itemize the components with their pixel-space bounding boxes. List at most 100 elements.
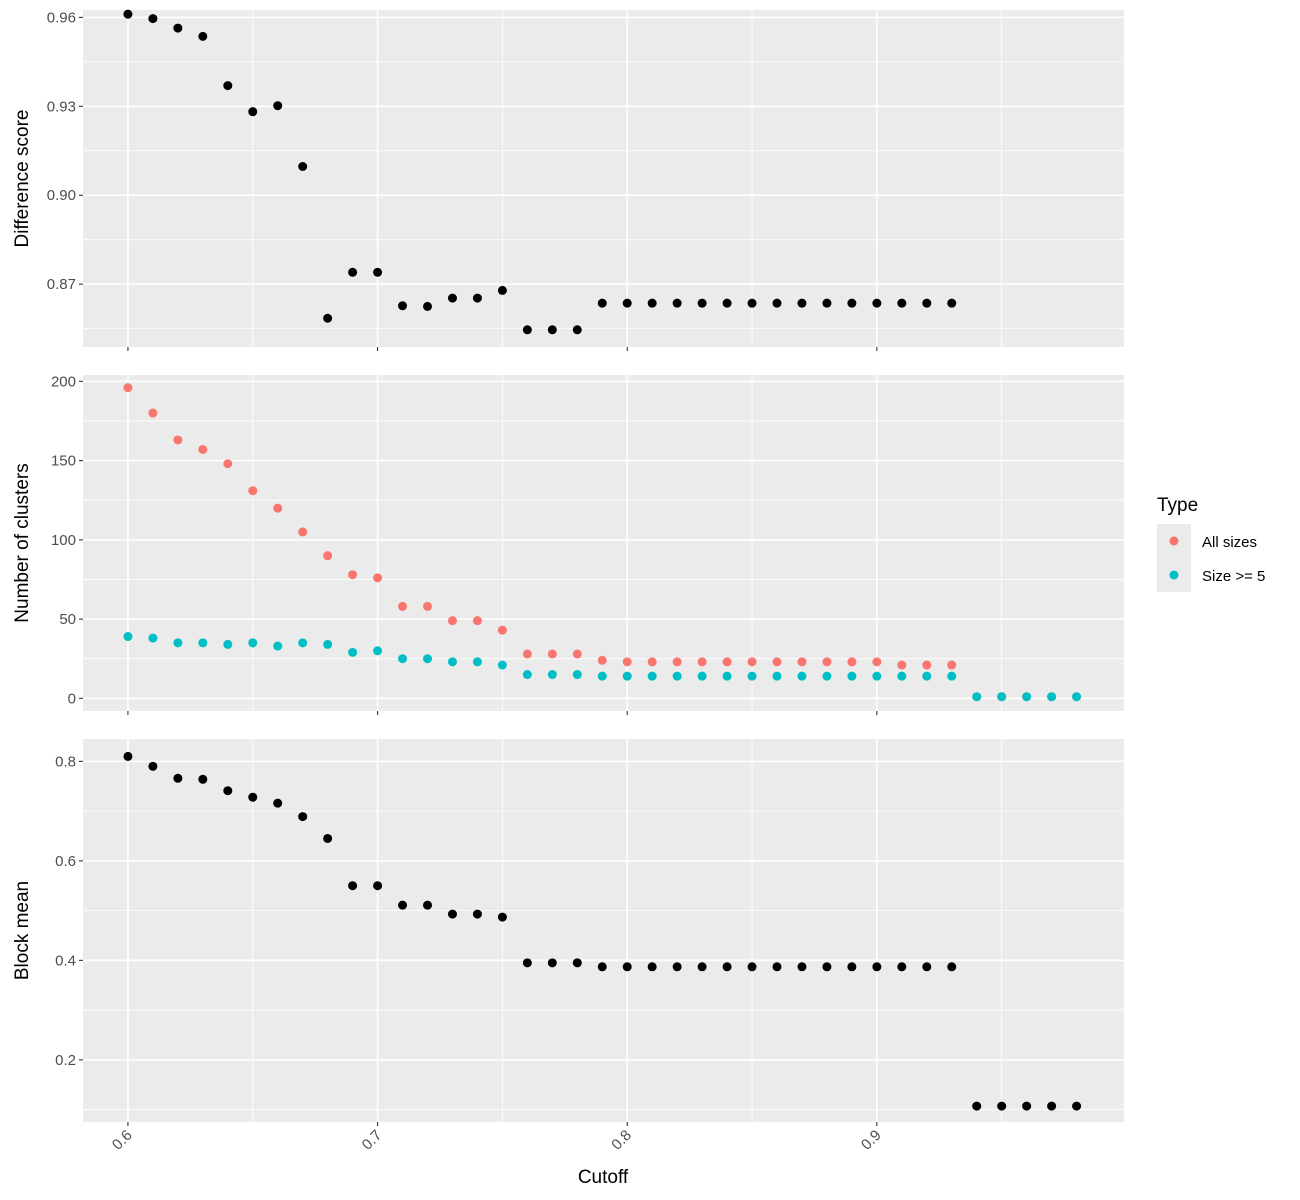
data-point [223,639,233,649]
data-point [722,962,732,972]
data-point [522,325,532,335]
data-point [373,646,383,656]
data-point [822,298,832,308]
data-point [797,298,807,308]
data-point [572,325,582,335]
y-tick-label: 200 [51,373,76,390]
data-point [373,267,383,277]
data-point [148,633,158,643]
data-point [497,285,507,295]
data-point [922,660,932,670]
data-point [872,671,882,681]
y-axis-title-number-of-clusters: Number of clusters [12,463,33,622]
data-point [323,833,333,843]
data-point [672,657,682,667]
data-point [597,655,607,665]
y-tick-label: 0.6 [55,853,76,870]
data-point [647,298,657,308]
panel-2: 0 50 100 150 200 Number of clusters [12,373,1124,715]
data-point [522,649,532,659]
data-point [447,657,457,667]
data-point [497,625,507,635]
x-axis-title: Cutoff [578,1167,629,1188]
y-tick-label: 50 [59,611,76,628]
x-tick-label: 0.6 [109,1127,136,1154]
data-point [148,761,158,771]
data-point [173,773,183,783]
data-point [223,786,233,796]
data-point [497,912,507,922]
data-point [398,601,408,611]
data-point [597,298,607,308]
data-point [298,527,308,537]
data-point [472,909,482,919]
data-point [472,293,482,303]
data-point [472,616,482,626]
legend-label-all-sizes: All sizes [1202,534,1257,551]
data-point [123,9,133,19]
data-point [897,671,907,681]
data-point [348,647,358,657]
data-point [797,671,807,681]
data-point [572,670,582,680]
data-point [348,267,358,277]
data-point [148,408,158,418]
data-point [298,161,308,171]
data-point [173,23,183,33]
data-point [722,298,732,308]
panel-1: 0.87 0.90 0.93 0.96 Difference score [12,9,1124,351]
panel-3: 0.2 0.4 0.6 0.8 Block mean [12,739,1124,1126]
data-point [872,298,882,308]
data-point [1022,692,1032,702]
data-point [273,503,283,513]
data-point [123,632,133,642]
data-point [273,798,283,808]
data-point [822,962,832,972]
data-point [547,649,557,659]
y-tick-label: 0.87 [47,276,76,293]
data-point [747,671,757,681]
data-point [447,909,457,919]
y-tick-label: 0.2 [55,1052,76,1069]
data-point [572,649,582,659]
data-point [198,444,208,454]
panels-layer: 0.87 0.90 0.93 0.96 Difference score 0 50 100 15… [12,9,1124,1126]
data-point [547,670,557,680]
data-point [173,435,183,445]
data-point [173,638,183,648]
data-point [622,657,632,667]
x-tick-label: 0.9 [858,1127,885,1154]
data-point [847,657,857,667]
data-point [947,298,957,308]
y-tick-label: 0 [68,690,76,707]
series-panel3-0 [123,751,1082,1111]
x-tick-label: 0.7 [359,1127,386,1154]
data-point [198,31,208,41]
data-point [922,962,932,972]
y-tick-label: 0.90 [47,187,76,204]
data-point [497,660,507,670]
data-point [248,486,258,496]
data-point [472,657,482,667]
data-point [223,459,233,469]
x-axis: 0.6 0.7 0.8 0.9 [109,1127,885,1154]
data-point [847,298,857,308]
data-point [997,1101,1007,1111]
data-point [922,298,932,308]
data-point [423,654,433,664]
data-point [772,657,782,667]
y-tick-label: 100 [51,532,76,549]
data-point [947,671,957,681]
data-point [273,641,283,651]
data-point [348,570,358,580]
series-all-sizes [123,383,1082,702]
data-point [248,792,258,802]
data-point [423,301,433,311]
y-tick-label: 0.96 [47,9,76,26]
data-point [672,671,682,681]
y-tick-label: 0.4 [55,952,76,969]
data-point [772,671,782,681]
data-point [398,900,408,910]
data-point [398,654,408,664]
data-point [522,958,532,968]
